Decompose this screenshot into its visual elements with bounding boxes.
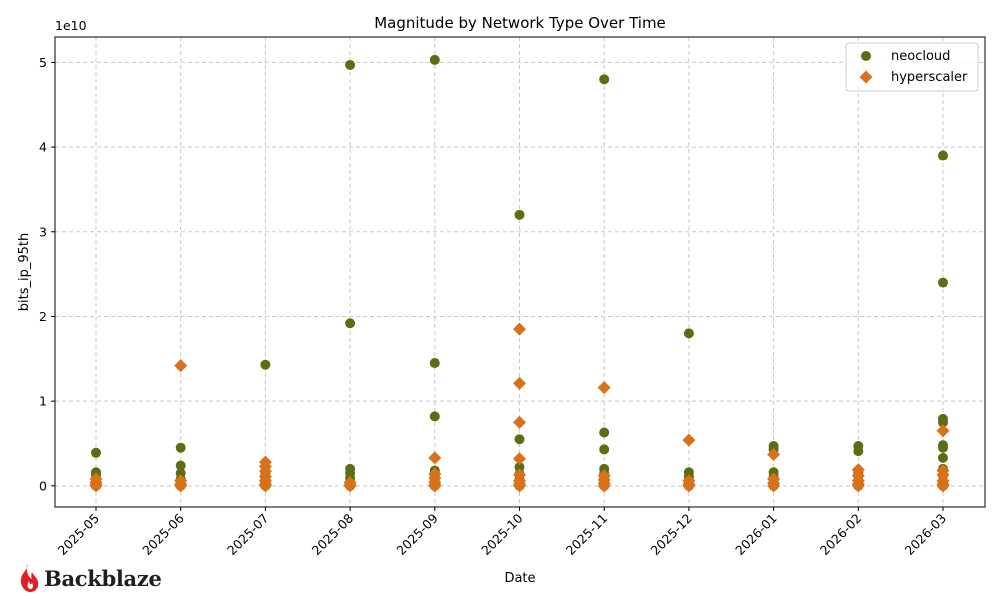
- x-tick-label: 2025-12: [647, 511, 695, 559]
- x-tick-label: 2025-05: [55, 511, 103, 559]
- data-point-hyperscaler: [174, 479, 188, 493]
- data-point-hyperscaler: [936, 479, 950, 493]
- legend: neocloud hyperscaler: [845, 42, 979, 92]
- data-point-hyperscaler: [89, 479, 103, 493]
- x-tick-label: 2025-07: [224, 511, 272, 559]
- data-point-hyperscaler: [513, 479, 526, 493]
- data-point-hyperscaler: [851, 479, 865, 493]
- data-point-neocloud: [514, 209, 525, 220]
- y-tick-label: 3: [39, 224, 47, 239]
- data-point-neocloud: [599, 74, 610, 85]
- x-tick-label: 2026-03: [902, 511, 950, 559]
- y-axis-offset-label: 1e10: [55, 18, 87, 33]
- x-tick-label: 2025-11: [563, 511, 611, 559]
- legend-box: [845, 42, 979, 92]
- data-point-hyperscaler: [767, 447, 781, 461]
- data-point-neocloud: [599, 444, 610, 455]
- data-point-neocloud: [853, 446, 864, 457]
- legend-marker-neocloud: [861, 51, 871, 61]
- y-tick-label: 4: [39, 140, 47, 155]
- data-point-neocloud: [938, 417, 948, 428]
- data-point-hyperscaler: [428, 479, 442, 493]
- legend-label-neocloud: neocloud: [891, 49, 950, 64]
- x-tick-label: 2025-06: [139, 510, 187, 558]
- data-point-hyperscaler: [428, 451, 442, 465]
- y-tick-label: 1: [39, 394, 47, 409]
- flame-shape: [20, 564, 39, 592]
- data-point-hyperscaler: [936, 424, 950, 438]
- data-point-neocloud: [345, 59, 356, 70]
- data-point-hyperscaler: [597, 381, 611, 395]
- x-tick-label: 2026-02: [817, 511, 865, 559]
- data-point-hyperscaler: [682, 479, 696, 493]
- grid-lines: [55, 37, 985, 507]
- data-point-hyperscaler: [258, 479, 272, 493]
- backblaze-logo: Backblaze: [18, 563, 162, 593]
- y-axis-ticks: 0 1 2 3 4 5: [39, 55, 55, 493]
- logo-text: Backblaze: [44, 565, 162, 591]
- data-points: [89, 54, 950, 493]
- data-point-neocloud: [938, 442, 948, 453]
- data-point-neocloud: [429, 358, 440, 369]
- x-axis-label: Date: [504, 571, 535, 586]
- data-point-neocloud: [938, 452, 948, 463]
- y-tick-label: 5: [39, 55, 47, 70]
- data-point-neocloud: [345, 318, 356, 329]
- flame-inner: [27, 581, 34, 589]
- legend-label-hyperscaler: hyperscaler: [891, 70, 968, 85]
- chart-title: Magnitude by Network Type Over Time: [374, 14, 666, 32]
- data-point-neocloud: [260, 359, 271, 370]
- data-point-hyperscaler: [174, 359, 188, 373]
- data-point-hyperscaler: [767, 479, 781, 493]
- data-point-neocloud: [175, 442, 186, 453]
- data-point-hyperscaler: [513, 322, 526, 336]
- x-tick-label: 2025-08: [309, 510, 357, 558]
- y-tick-label: 2: [39, 309, 47, 324]
- y-tick-label: 0: [39, 478, 47, 493]
- data-point-neocloud: [175, 460, 186, 471]
- data-point-neocloud: [429, 411, 440, 422]
- data-point-neocloud: [683, 328, 694, 339]
- y-axis-label: bits_ip_95th: [17, 233, 32, 311]
- x-tick-label: 2025-10: [478, 510, 526, 558]
- data-point-neocloud: [429, 54, 440, 65]
- x-axis-ticks: 2025-05 2025-06 2025-07 2025-08 2025-09 2025-…: [55, 507, 950, 559]
- x-tick-label: 2026-01: [732, 511, 780, 559]
- flame-icon: [20, 564, 39, 592]
- data-point-neocloud: [938, 150, 948, 161]
- x-tick-label: 2025-09: [393, 510, 441, 558]
- data-point-neocloud: [599, 427, 610, 438]
- data-point-hyperscaler: [343, 479, 357, 493]
- data-point-hyperscaler: [513, 415, 526, 429]
- data-point-neocloud: [91, 447, 101, 458]
- data-point-hyperscaler: [597, 479, 611, 493]
- data-point-hyperscaler: [513, 376, 526, 390]
- data-point-neocloud: [938, 277, 948, 288]
- data-point-hyperscaler: [682, 433, 696, 447]
- data-point-hyperscaler: [513, 452, 526, 466]
- data-point-neocloud: [514, 434, 525, 445]
- legend-marker-hyperscaler: [859, 70, 873, 84]
